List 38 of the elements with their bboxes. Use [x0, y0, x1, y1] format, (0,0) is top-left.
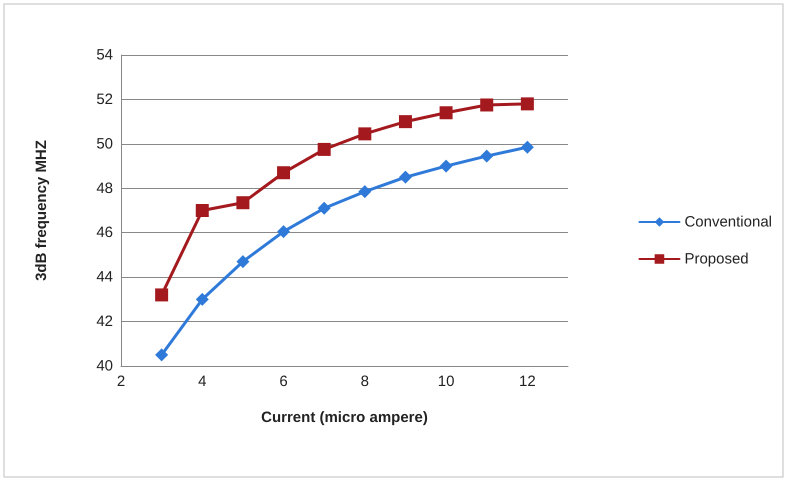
point	[358, 185, 372, 198]
point	[440, 160, 453, 173]
point	[398, 115, 412, 128]
legend-label: Proposed	[684, 250, 749, 268]
point	[358, 127, 372, 140]
legend-label: Conventional	[684, 214, 772, 230]
x-tick-label: 10	[438, 373, 454, 390]
point	[520, 140, 534, 154]
y-tick-label: 50	[96, 135, 113, 152]
point	[196, 204, 209, 217]
y-tick-label: 48	[96, 180, 113, 197]
y-axis-title: 3dB frequency MHZ	[33, 140, 50, 281]
point	[155, 288, 168, 302]
y-tick-label: 46	[96, 224, 113, 242]
y-tick-label: 54	[96, 46, 113, 64]
point	[480, 98, 494, 112]
x-tick-label: 4	[198, 373, 206, 390]
point	[155, 348, 168, 362]
point	[398, 170, 412, 184]
point	[318, 142, 331, 156]
point	[277, 166, 290, 180]
x-axis-title: Current (micro ampere)	[261, 409, 428, 426]
y-tick-label: 52	[96, 90, 113, 108]
x-tick-label: 8	[360, 373, 369, 390]
point	[196, 292, 209, 306]
x-tick-label: 2	[116, 373, 126, 390]
y-tick-label: 40	[96, 358, 113, 374]
y-tick-label: 44	[96, 268, 113, 286]
point	[236, 196, 250, 210]
y-tick-label: 42	[96, 313, 113, 330]
point	[318, 202, 331, 215]
x-tick-label: 12	[519, 373, 536, 390]
point	[520, 97, 534, 110]
x-tick-label: 6	[279, 373, 288, 390]
point	[277, 225, 290, 238]
point	[480, 150, 494, 163]
point	[440, 106, 453, 120]
point	[236, 255, 250, 268]
